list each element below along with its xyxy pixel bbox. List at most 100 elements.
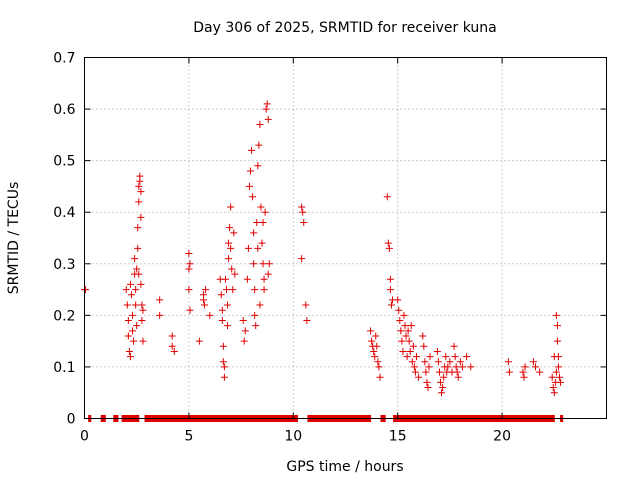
chart-title: Day 306 of 2025, SRMTID for receiver kun…: [193, 20, 496, 36]
data-point: [412, 353, 420, 361]
data-point: [386, 286, 394, 294]
data-point: [368, 337, 376, 345]
data-point: [552, 368, 560, 376]
data-point: [137, 280, 145, 288]
data-point: [425, 363, 433, 371]
data-point: [376, 373, 384, 381]
data-point: [228, 265, 236, 273]
data-point: [240, 337, 248, 345]
data-point: [260, 286, 268, 294]
data-point: [241, 327, 249, 335]
data-point: [139, 306, 147, 314]
data-point: [407, 322, 415, 330]
data-point: [456, 358, 464, 366]
data-point: [126, 353, 134, 361]
data-point: [122, 286, 130, 294]
data-point: [224, 301, 232, 309]
data-point: [136, 177, 144, 185]
data-point: [249, 193, 257, 201]
y-tick-label: 0.1: [53, 360, 75, 376]
data-point: [519, 368, 527, 376]
data-point: [553, 337, 561, 345]
data-point: [221, 275, 229, 283]
data-point: [399, 347, 407, 355]
data-point: [452, 363, 460, 371]
data-point: [259, 260, 267, 268]
data-point: [440, 373, 448, 381]
data-point: [504, 358, 512, 366]
data-point: [222, 286, 230, 294]
data-point: [227, 244, 235, 252]
data-point: [231, 270, 239, 278]
y-tick-label: 0.5: [53, 154, 75, 170]
y-tick-label: 0: [67, 412, 76, 428]
data-point: [248, 146, 256, 154]
data-point: [137, 213, 145, 221]
data-point: [520, 373, 528, 381]
data-point: [400, 311, 408, 319]
data-point: [138, 301, 146, 309]
data-point: [463, 353, 471, 361]
data-point: [254, 244, 262, 252]
data-point: [124, 332, 132, 340]
data-point: [421, 358, 429, 366]
data-point: [372, 332, 380, 340]
data-point: [257, 203, 265, 211]
data-point: [220, 373, 228, 381]
data-point: [170, 347, 178, 355]
data-point: [195, 337, 203, 345]
data-point: [374, 358, 382, 366]
data-point: [229, 286, 237, 294]
data-point: [135, 198, 143, 206]
data-point: [168, 342, 176, 350]
data-point: [439, 384, 447, 392]
data-point: [263, 100, 271, 108]
data-point: [185, 265, 193, 273]
data-point: [129, 327, 137, 335]
data-point: [395, 306, 403, 314]
data-point: [454, 373, 462, 381]
data-point: [244, 244, 252, 252]
data-point: [200, 296, 208, 304]
data-point: [422, 368, 430, 376]
data-point: [402, 332, 410, 340]
data-point: [423, 378, 431, 386]
data-point: [256, 301, 264, 309]
data-point: [406, 347, 414, 355]
data-point: [256, 121, 264, 129]
data-point: [133, 265, 141, 273]
data-point: [225, 239, 233, 247]
data-point: [409, 342, 417, 350]
data-point: [453, 368, 461, 376]
data-point: [185, 286, 193, 294]
data-point: [437, 378, 445, 386]
x-tick-label: 5: [184, 429, 193, 445]
data-point: [132, 286, 140, 294]
data-point: [224, 322, 232, 330]
data-point: [258, 239, 266, 247]
data-point: [255, 141, 263, 149]
data-point: [250, 229, 258, 237]
data-point: [264, 115, 272, 123]
data-point: [387, 301, 395, 309]
data-point: [201, 301, 209, 309]
data-point: [259, 219, 267, 227]
data-point: [230, 229, 238, 237]
data-point: [371, 353, 379, 361]
data-point: [435, 368, 443, 376]
y-tick-label: 0.6: [53, 102, 75, 118]
data-point: [127, 291, 135, 299]
data-point: [433, 347, 441, 355]
x-tick-label: 20: [493, 429, 511, 445]
data-point: [139, 337, 147, 345]
data-point: [250, 260, 258, 268]
data-point: [186, 260, 194, 268]
data-point: [132, 301, 140, 309]
data-point: [303, 317, 311, 325]
data-point: [398, 337, 406, 345]
data-point: [220, 363, 228, 371]
y-tick-label: 0.2: [53, 308, 75, 324]
data-point: [245, 182, 253, 190]
